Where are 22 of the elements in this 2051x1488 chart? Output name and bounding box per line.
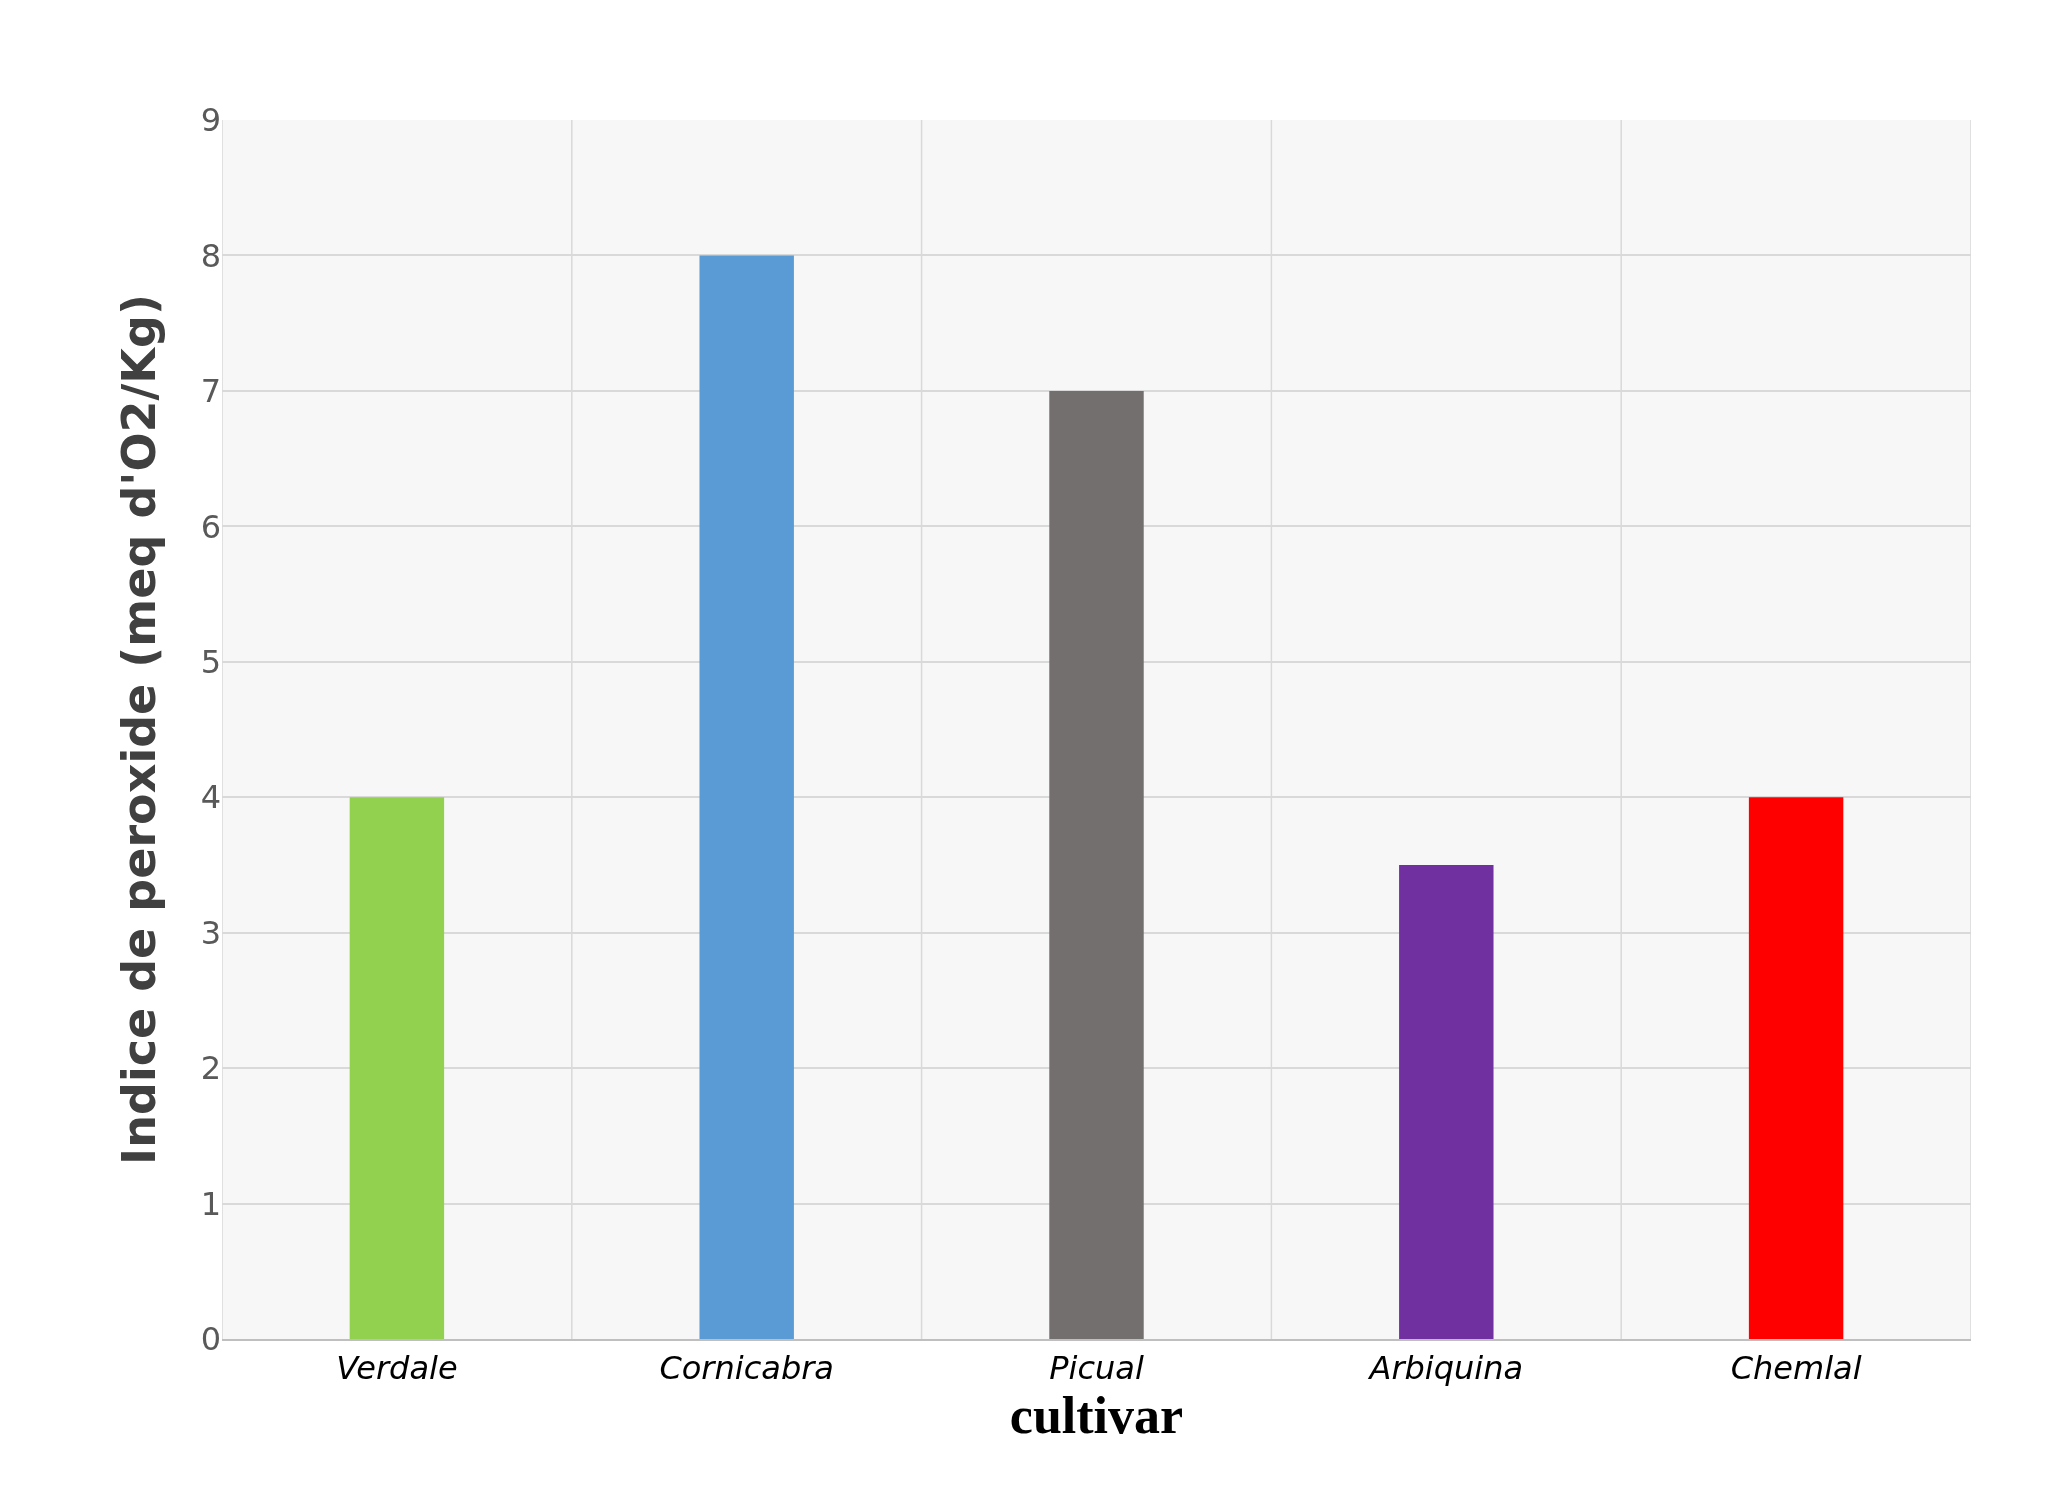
y-tick-label: 1 — [200, 1184, 221, 1223]
x-axis-title: cultivar — [1009, 1387, 1184, 1445]
x-tick-label: Verdale — [336, 1349, 458, 1388]
bar — [349, 797, 445, 1339]
y-tick-label: 5 — [200, 642, 221, 681]
y-tick-label: 9 — [200, 101, 221, 140]
y-axis-title: Indice de peroxide (meq d'O2/Kg) — [112, 294, 167, 1165]
bar — [699, 255, 794, 1339]
bar — [1748, 797, 1844, 1339]
y-tick-label: 0 — [200, 1320, 221, 1359]
y-tick-label: 2 — [200, 1049, 221, 1088]
y-tick-label: 3 — [200, 913, 221, 952]
x-tick-label: Arbiquina — [1367, 1349, 1524, 1388]
bar — [1049, 390, 1144, 1339]
x-tick-label: Picual — [1049, 1349, 1144, 1388]
y-tick-label: 7 — [200, 372, 221, 411]
x-tick-label: Cornicabra — [659, 1349, 834, 1388]
bar — [1399, 864, 1494, 1339]
x-tick-label: Chemlal — [1730, 1349, 1862, 1388]
y-tick-label: 4 — [200, 778, 221, 817]
y-tick-label: 6 — [200, 507, 221, 546]
y-tick-label: 8 — [200, 236, 221, 275]
